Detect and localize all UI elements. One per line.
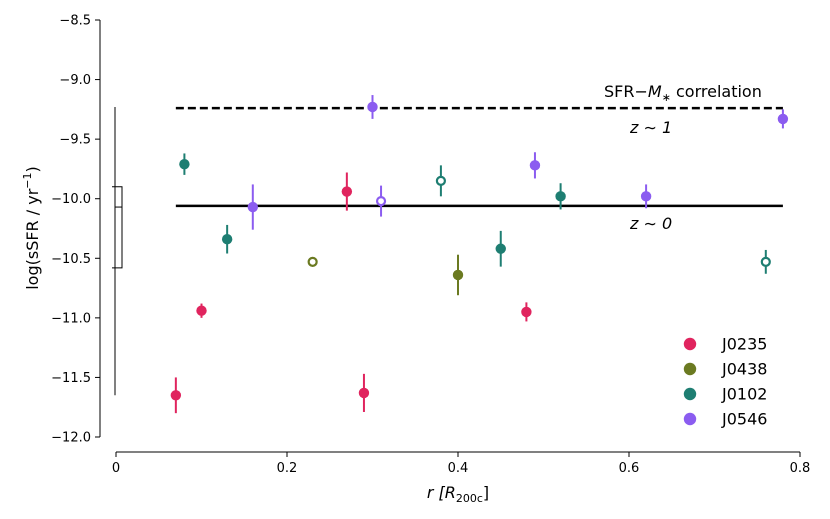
j0546-point-open [375, 195, 387, 207]
y-tick-label: −9.5 [59, 133, 91, 148]
y-ticks: −8.5 −9.0 −9.5 −10.0 −10.5 −11.0 −11.5 −12.0 [51, 14, 100, 446]
x-tick-label: 0.4 [448, 461, 469, 476]
legend-label-j0546: J0546 [721, 410, 767, 429]
j0546-point [640, 191, 652, 202]
legend-marker-j0438 [683, 362, 697, 376]
z0-label: z ∼ 0 [629, 214, 672, 233]
legend-marker-j0546 [683, 412, 697, 426]
j0546-point [247, 201, 258, 213]
j0235-point [170, 390, 182, 401]
legend-label-j0102: J0102 [721, 385, 767, 404]
range-bracket [112, 106, 123, 396]
y-tick-label: −12.0 [51, 431, 91, 446]
x-tick-label: 0.6 [619, 461, 640, 476]
y-tick-label: −11.0 [51, 311, 91, 326]
j0102-point-open [435, 175, 446, 186]
j0102-point [179, 158, 190, 170]
reference-lines [175, 106, 783, 208]
x-ticks: 0 0.2 0.4 0.6 0.8 [112, 452, 810, 476]
j0235-point [196, 305, 207, 316]
y-tick-label: −10.0 [51, 192, 91, 207]
data-points [170, 95, 789, 414]
j0102-point [495, 243, 506, 254]
j0438-point [452, 269, 464, 281]
j0546-point [529, 160, 541, 171]
sfr-mstar-annotation: SFR−M∗ correlation [604, 82, 762, 104]
j0235-point [521, 306, 532, 318]
x-tick-label: 0.8 [790, 461, 811, 476]
legend-marker-j0235 [683, 337, 697, 351]
j0235-point [358, 387, 370, 399]
legend: J0235 J0438 J0102 J0546 [683, 335, 767, 429]
j0438-point-open [307, 256, 318, 267]
j0546-point [777, 113, 789, 125]
x-axis-label: r [R200c] [427, 483, 489, 505]
x-tick-label: 0 [112, 461, 120, 476]
y-tick-label: −9.0 [59, 73, 91, 88]
legend-marker-j0102 [683, 387, 697, 401]
z1-label: z ∼ 1 [629, 118, 672, 137]
y-axis-label: log(sSFR / yr−1) [21, 166, 42, 290]
j0102-point [221, 234, 233, 245]
j0102-point-open [760, 256, 771, 267]
j0102-point [555, 191, 566, 202]
x-tick-label: 0.2 [277, 461, 298, 476]
y-tick-label: −11.5 [51, 371, 91, 386]
legend-label-j0235: J0235 [721, 335, 767, 354]
j0546-point [367, 101, 378, 113]
legend-label-j0438: J0438 [721, 360, 767, 379]
y-tick-label: −8.5 [59, 14, 91, 29]
bracket-inner [112, 186, 123, 269]
y-tick-label: −10.5 [51, 252, 91, 267]
j0235-point [341, 186, 353, 197]
